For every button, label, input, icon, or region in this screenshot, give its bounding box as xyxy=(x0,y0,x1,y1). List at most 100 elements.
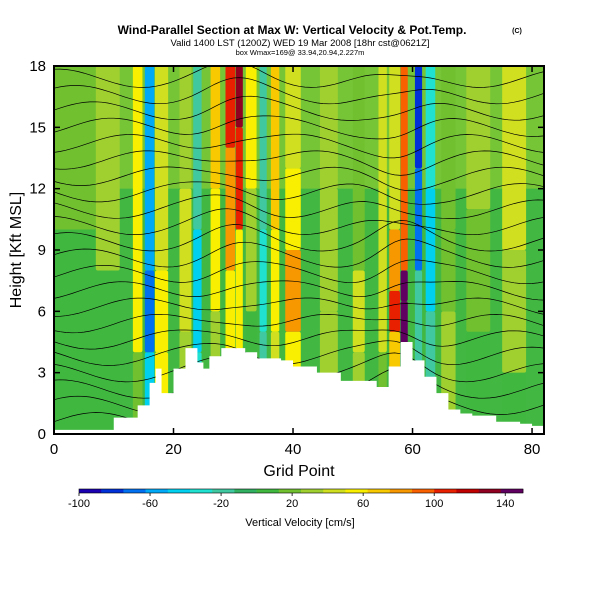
velocity-band xyxy=(389,66,400,230)
x-axis-label: Grid Point xyxy=(263,463,335,480)
y-axis-label: Height [Kft MSL] xyxy=(8,192,25,309)
velocity-band xyxy=(400,270,408,302)
colorbar-cell xyxy=(190,489,213,493)
theta-contour xyxy=(54,297,544,317)
theta-contour xyxy=(54,194,544,219)
colorbar-cell xyxy=(256,489,280,493)
velocity-band xyxy=(352,270,365,353)
velocity-band xyxy=(389,229,400,291)
title-mark: (C) xyxy=(512,28,522,35)
velocity-band xyxy=(285,168,301,250)
velocity-band xyxy=(95,66,120,271)
colorbar-tick-label: -100 xyxy=(68,498,90,510)
theta-contour xyxy=(54,133,544,159)
velocity-band xyxy=(95,270,120,414)
velocity-band xyxy=(389,290,400,332)
colorbar-tick-label: 60 xyxy=(357,498,369,510)
x-tick-label: 40 xyxy=(285,441,302,458)
colorbar-cell xyxy=(478,489,502,493)
colorbar-cell xyxy=(301,489,324,493)
colorbar-tick-label: -20 xyxy=(213,498,229,510)
velocity-band xyxy=(441,229,456,312)
plot-area xyxy=(54,66,544,434)
theta-contour xyxy=(54,259,544,285)
velocity-band xyxy=(179,188,192,332)
colorbar-label: Vertical Velocity [cm/s] xyxy=(245,517,354,529)
velocity-band xyxy=(259,66,267,230)
velocity-band xyxy=(285,250,301,332)
theta-contour xyxy=(54,95,544,121)
y-tick-label: 9 xyxy=(38,242,46,259)
theta-contour xyxy=(54,115,544,140)
colorbar: -100 -60 -20 20 60 100 140 Vertical Velocity [… xyxy=(68,488,524,529)
colorbar-ticks: -100 -60 -20 20 60 100 140 xyxy=(68,493,514,510)
y-tick-label: 0 xyxy=(38,426,46,443)
velocity-band xyxy=(210,66,221,189)
theta-contour xyxy=(54,329,544,350)
x-tick-label: 60 xyxy=(404,441,421,458)
colorbar-frame xyxy=(78,488,524,494)
theta-contour xyxy=(54,340,544,366)
y-tick-label: 18 xyxy=(29,58,46,75)
colorbar-tick-label: 140 xyxy=(496,498,514,510)
theta-contour xyxy=(54,313,544,334)
theta-contour xyxy=(54,150,544,176)
velocity-band xyxy=(319,188,338,312)
chart-subtitle: Valid 1400 LST (1200Z) WED 19 Mar 2008 [… xyxy=(170,38,429,49)
theta-contour xyxy=(54,208,544,236)
velocity-band xyxy=(225,66,236,148)
velocity-band xyxy=(144,66,155,271)
velocity-band xyxy=(154,270,169,353)
colorbar-cell xyxy=(434,489,457,493)
theta-contour xyxy=(54,66,544,88)
velocity-band xyxy=(235,127,243,230)
velocity-band xyxy=(193,229,202,353)
colorbar-cell xyxy=(323,489,346,493)
velocity-band xyxy=(285,66,301,169)
velocity-band xyxy=(425,66,436,189)
potential-temperature-contours xyxy=(54,66,544,432)
velocity-band xyxy=(466,66,491,210)
y-tick-label: 6 xyxy=(38,303,46,320)
velocity-band xyxy=(466,331,491,434)
colorbar-cell xyxy=(212,489,235,493)
x-tick-label: 0 xyxy=(50,441,58,458)
velocity-band xyxy=(245,188,257,312)
chart-title: Wind-Parallel Section at Max W: Vertical… xyxy=(118,23,467,37)
colorbar-cell xyxy=(123,489,146,493)
colorbar-cell xyxy=(79,489,102,493)
velocity-band xyxy=(502,66,527,250)
x-tick-label: 80 xyxy=(524,441,541,458)
colorbar-cell xyxy=(345,489,368,493)
colorbar-cell xyxy=(389,489,413,493)
x-axis-ticks: 0 20 40 60 80 xyxy=(50,66,541,458)
velocity-band xyxy=(414,168,423,271)
velocity-band xyxy=(154,66,169,271)
velocity-band xyxy=(210,188,221,312)
velocity-band xyxy=(193,66,202,230)
colorbar-cell xyxy=(278,489,302,493)
colorbar-tick-label: 100 xyxy=(425,498,443,510)
y-tick-label: 12 xyxy=(29,181,46,198)
y-tick-label: 15 xyxy=(29,119,46,136)
velocity-band xyxy=(270,66,280,230)
velocity-band xyxy=(132,66,143,353)
theta-contour xyxy=(54,280,544,301)
velocity-band xyxy=(54,393,96,434)
velocity-band xyxy=(466,209,491,332)
velocity-band xyxy=(319,66,338,189)
velocity-band xyxy=(378,66,387,353)
colorbar-cell xyxy=(412,489,435,493)
colorbar-cell xyxy=(456,489,479,493)
colorbar-cell xyxy=(145,489,169,493)
colorbar-cell xyxy=(101,489,124,493)
terrain-mask xyxy=(54,342,544,434)
colorbar-cell xyxy=(234,489,257,493)
velocity-band xyxy=(270,229,280,332)
velocity-band xyxy=(144,270,155,353)
velocity-band xyxy=(425,188,436,312)
velocity-band xyxy=(54,229,96,394)
colorbar-cells xyxy=(79,489,524,493)
velocity-band xyxy=(441,66,456,230)
